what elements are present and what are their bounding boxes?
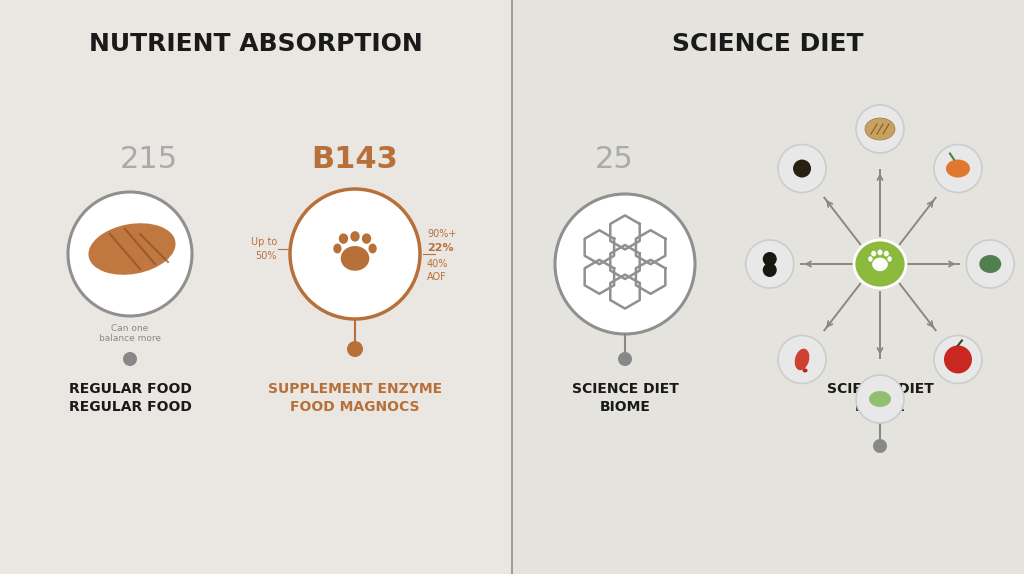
Circle shape <box>745 240 794 288</box>
Text: 90%+: 90%+ <box>427 229 457 239</box>
Text: REGULAR FOOD: REGULAR FOOD <box>69 382 191 396</box>
Text: FOOD MAGNOCS: FOOD MAGNOCS <box>290 400 420 414</box>
Circle shape <box>873 439 887 453</box>
Circle shape <box>778 145 826 192</box>
Circle shape <box>290 189 420 319</box>
Text: SCIENCE DIET: SCIENCE DIET <box>571 382 679 396</box>
Ellipse shape <box>869 391 891 407</box>
Text: SUPPLEMENT ENZYME: SUPPLEMENT ENZYME <box>268 382 442 396</box>
Ellipse shape <box>803 369 808 373</box>
Circle shape <box>793 160 811 177</box>
FancyBboxPatch shape <box>513 0 1024 574</box>
Circle shape <box>763 263 777 277</box>
Circle shape <box>967 240 1014 288</box>
Circle shape <box>763 252 777 266</box>
Ellipse shape <box>854 240 906 288</box>
Ellipse shape <box>339 234 348 244</box>
Ellipse shape <box>795 348 809 370</box>
Text: SCIENCE DIET: SCIENCE DIET <box>672 32 864 56</box>
FancyBboxPatch shape <box>0 0 511 574</box>
Text: SCIENCE DIET: SCIENCE DIET <box>826 382 934 396</box>
Text: 25: 25 <box>595 145 634 173</box>
Ellipse shape <box>884 251 889 257</box>
Circle shape <box>934 335 982 383</box>
Circle shape <box>944 346 972 374</box>
Ellipse shape <box>878 250 883 255</box>
Text: Up to: Up to <box>251 237 278 247</box>
Ellipse shape <box>872 258 888 271</box>
Ellipse shape <box>868 257 872 262</box>
Text: 22%: 22% <box>427 243 454 253</box>
Ellipse shape <box>88 223 175 275</box>
Ellipse shape <box>871 251 877 257</box>
Circle shape <box>856 375 904 423</box>
Ellipse shape <box>979 255 1001 273</box>
Circle shape <box>68 192 193 316</box>
Circle shape <box>934 145 982 192</box>
Circle shape <box>347 341 362 357</box>
Ellipse shape <box>350 231 359 242</box>
Ellipse shape <box>369 243 377 254</box>
Circle shape <box>618 352 632 366</box>
Circle shape <box>856 105 904 153</box>
Ellipse shape <box>946 160 970 177</box>
Ellipse shape <box>888 257 892 262</box>
Text: 40%: 40% <box>427 259 449 269</box>
Circle shape <box>123 352 137 366</box>
Ellipse shape <box>865 118 895 140</box>
Ellipse shape <box>333 243 342 254</box>
Text: BIOME: BIOME <box>600 400 650 414</box>
Text: 215: 215 <box>120 145 178 173</box>
Text: AOF: AOF <box>427 272 446 282</box>
Circle shape <box>555 194 695 334</box>
Text: BIOME: BIOME <box>855 400 905 414</box>
Text: NUTRIENT ABSORPTION: NUTRIENT ABSORPTION <box>89 32 423 56</box>
Circle shape <box>778 335 826 383</box>
Ellipse shape <box>361 234 372 244</box>
Text: REGULAR FOOD: REGULAR FOOD <box>69 400 191 414</box>
Text: B143: B143 <box>311 145 398 173</box>
Ellipse shape <box>341 246 370 271</box>
Text: Can one
balance more: Can one balance more <box>99 324 161 343</box>
Text: 50%: 50% <box>256 251 278 261</box>
